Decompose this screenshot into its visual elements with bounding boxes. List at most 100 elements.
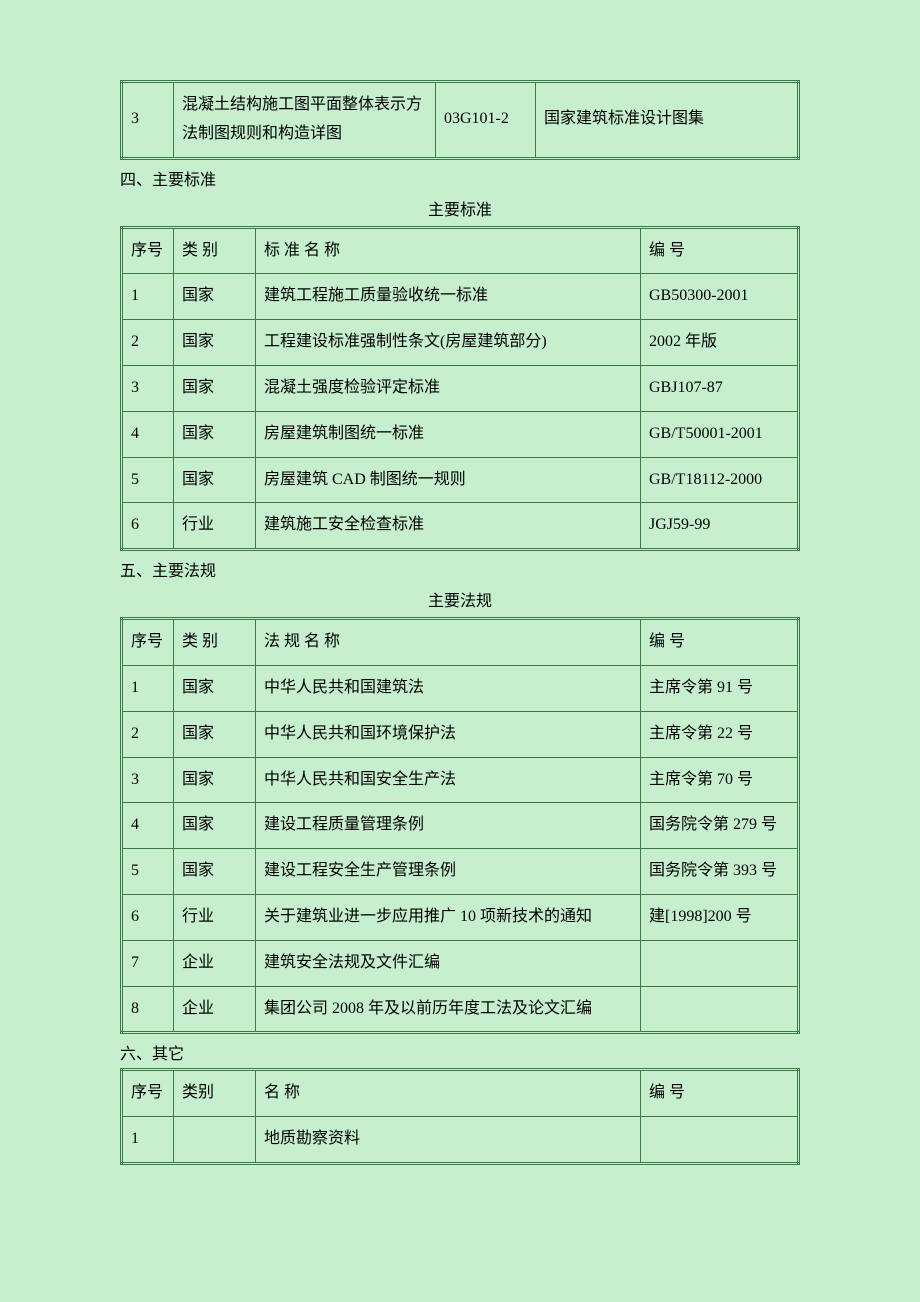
- cell-code: 国务院令第 279 号: [641, 803, 799, 849]
- cell-code: [641, 940, 799, 986]
- cell-code: GBJ107-87: [641, 365, 799, 411]
- table-row: 5 国家 房屋建筑 CAD 制图统一规则 GB/T18112-2000: [122, 457, 799, 503]
- section-5-heading: 五、主要法规: [120, 557, 800, 581]
- col-seq-header: 序号: [122, 619, 174, 666]
- cell-category: 国家: [174, 711, 256, 757]
- col-name-header: 名 称: [256, 1070, 641, 1117]
- cell-name: 建筑安全法规及文件汇编: [256, 940, 641, 986]
- cell-code: GB/T50001-2001: [641, 411, 799, 457]
- cell-code: JGJ59-99: [641, 503, 799, 550]
- cell-code: 2002 年版: [641, 320, 799, 366]
- cell-category: 国家: [174, 320, 256, 366]
- col-code-header: 编 号: [641, 1070, 799, 1117]
- cell-seq: 4: [122, 803, 174, 849]
- cell-name: 房屋建筑 CAD 制图统一规则: [256, 457, 641, 503]
- table-header-row: 序号 类 别 标 准 名 称 编 号: [122, 227, 799, 274]
- cell-remark: 国家建筑标准设计图集: [536, 82, 799, 159]
- laws-table: 序号 类 别 法 规 名 称 编 号 1 国家 中华人民共和国建筑法 主席令第 …: [120, 617, 800, 1034]
- cell-seq: 6: [122, 503, 174, 550]
- cell-seq: 4: [122, 411, 174, 457]
- other-table: 序号 类别 名 称 编 号 1 地质勘察资料: [120, 1068, 800, 1165]
- section-4-heading: 四、主要标准: [120, 166, 800, 190]
- cell-name: 地质勘察资料: [256, 1117, 641, 1164]
- col-name-header: 标 准 名 称: [256, 227, 641, 274]
- col-seq-header: 序号: [122, 227, 174, 274]
- table-row: 7 企业 建筑安全法规及文件汇编: [122, 940, 799, 986]
- cell-category: 行业: [174, 503, 256, 550]
- cell-category: 企业: [174, 986, 256, 1033]
- cell-category: 国家: [174, 457, 256, 503]
- cell-seq: 1: [122, 274, 174, 320]
- cell-seq: 2: [122, 320, 174, 366]
- table-header-row: 序号 类 别 法 规 名 称 编 号: [122, 619, 799, 666]
- table-row: 2 国家 中华人民共和国环境保护法 主席令第 22 号: [122, 711, 799, 757]
- table-row: 6 行业 建筑施工安全检查标准 JGJ59-99: [122, 503, 799, 550]
- cell-seq: 1: [122, 1117, 174, 1164]
- cell-seq: 6: [122, 894, 174, 940]
- table-header-row: 序号 类别 名 称 编 号: [122, 1070, 799, 1117]
- cell-name: 建筑施工安全检查标准: [256, 503, 641, 550]
- cell-name: 混凝土强度检验评定标准: [256, 365, 641, 411]
- cell-seq: 5: [122, 849, 174, 895]
- col-seq-header: 序号: [122, 1070, 174, 1117]
- cell-seq: 2: [122, 711, 174, 757]
- col-category-header: 类 别: [174, 619, 256, 666]
- cell-category: 国家: [174, 757, 256, 803]
- table-row: 5 国家 建设工程安全生产管理条例 国务院令第 393 号: [122, 849, 799, 895]
- cell-seq: 7: [122, 940, 174, 986]
- cell-category: 国家: [174, 849, 256, 895]
- table-row: 4 国家 房屋建筑制图统一标准 GB/T50001-2001: [122, 411, 799, 457]
- standards-table-title: 主要标准: [120, 196, 800, 220]
- cell-code: 建[1998]200 号: [641, 894, 799, 940]
- cell-category: 国家: [174, 274, 256, 320]
- cell-name: 建设工程质量管理条例: [256, 803, 641, 849]
- laws-table-title: 主要法规: [120, 587, 800, 611]
- cell-name: 中华人民共和国环境保护法: [256, 711, 641, 757]
- table-row: 2 国家 工程建设标准强制性条文(房屋建筑部分) 2002 年版: [122, 320, 799, 366]
- col-name-header: 法 规 名 称: [256, 619, 641, 666]
- cell-name: 中华人民共和国安全生产法: [256, 757, 641, 803]
- table-row: 3 国家 中华人民共和国安全生产法 主席令第 70 号: [122, 757, 799, 803]
- table-row: 3 混凝土结构施工图平面整体表示方法制图规则和构造详图 03G101-2 国家建…: [122, 82, 799, 159]
- cell-code: 主席令第 91 号: [641, 665, 799, 711]
- standards-table: 序号 类 别 标 准 名 称 编 号 1 国家 建筑工程施工质量验收统一标准 G…: [120, 226, 800, 552]
- col-category-header: 类别: [174, 1070, 256, 1117]
- cell-code: 主席令第 70 号: [641, 757, 799, 803]
- cell-code: GB50300-2001: [641, 274, 799, 320]
- section-6-heading: 六、其它: [120, 1040, 800, 1064]
- cell-name: 建筑工程施工质量验收统一标准: [256, 274, 641, 320]
- col-code-header: 编 号: [641, 227, 799, 274]
- table-row: 1 国家 建筑工程施工质量验收统一标准 GB50300-2001: [122, 274, 799, 320]
- cell-category: 国家: [174, 665, 256, 711]
- table-row: 3 国家 混凝土强度检验评定标准 GBJ107-87: [122, 365, 799, 411]
- table-row: 8 企业 集团公司 2008 年及以前历年度工法及论文汇编: [122, 986, 799, 1033]
- cell-seq: 3: [122, 365, 174, 411]
- table-row: 4 国家 建设工程质量管理条例 国务院令第 279 号: [122, 803, 799, 849]
- col-code-header: 编 号: [641, 619, 799, 666]
- table-row: 1 国家 中华人民共和国建筑法 主席令第 91 号: [122, 665, 799, 711]
- cell-category: [174, 1117, 256, 1164]
- design-atlas-table: 3 混凝土结构施工图平面整体表示方法制图规则和构造详图 03G101-2 国家建…: [120, 80, 800, 160]
- col-category-header: 类 别: [174, 227, 256, 274]
- cell-category: 国家: [174, 411, 256, 457]
- cell-code: [641, 986, 799, 1033]
- table-row: 1 地质勘察资料: [122, 1117, 799, 1164]
- cell-category: 企业: [174, 940, 256, 986]
- cell-seq: 8: [122, 986, 174, 1033]
- cell-name: 中华人民共和国建筑法: [256, 665, 641, 711]
- cell-seq: 1: [122, 665, 174, 711]
- cell-category: 行业: [174, 894, 256, 940]
- cell-code: 主席令第 22 号: [641, 711, 799, 757]
- cell-name: 混凝土结构施工图平面整体表示方法制图规则和构造详图: [174, 82, 436, 159]
- cell-seq: 3: [122, 82, 174, 159]
- cell-name: 关于建筑业进一步应用推广 10 项新技术的通知: [256, 894, 641, 940]
- table-row: 6 行业 关于建筑业进一步应用推广 10 项新技术的通知 建[1998]200 …: [122, 894, 799, 940]
- cell-name: 房屋建筑制图统一标准: [256, 411, 641, 457]
- cell-code: 03G101-2: [436, 82, 536, 159]
- cell-name: 建设工程安全生产管理条例: [256, 849, 641, 895]
- cell-name: 工程建设标准强制性条文(房屋建筑部分): [256, 320, 641, 366]
- cell-code: 国务院令第 393 号: [641, 849, 799, 895]
- cell-seq: 3: [122, 757, 174, 803]
- cell-code: [641, 1117, 799, 1164]
- cell-name: 集团公司 2008 年及以前历年度工法及论文汇编: [256, 986, 641, 1033]
